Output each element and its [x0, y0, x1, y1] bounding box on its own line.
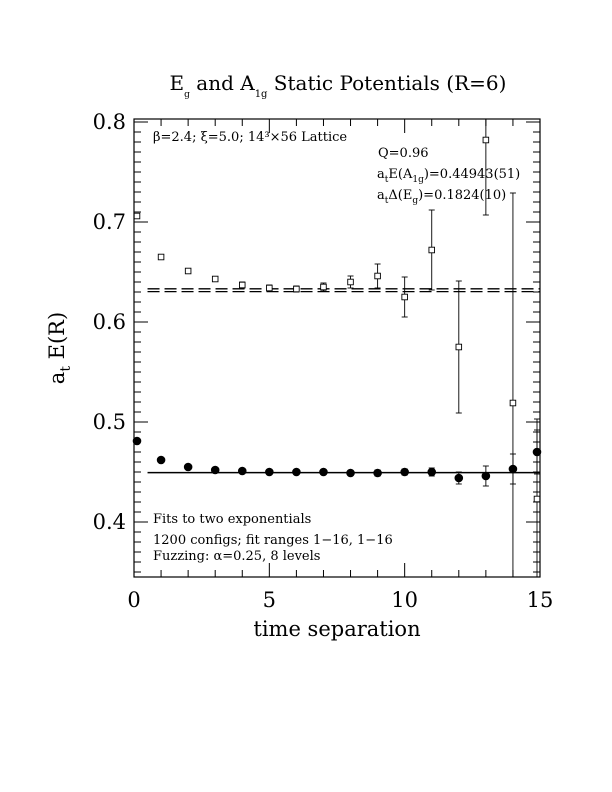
x-tick-label: 15: [527, 588, 554, 612]
a1g-point: [237, 466, 247, 476]
eg-point: [320, 283, 327, 291]
eg-point: [509, 399, 517, 407]
eg-point: [293, 285, 300, 293]
chart-title: Eg and A1g Static Potentials (R=6): [170, 71, 507, 100]
eg-point: [266, 284, 273, 292]
a1g-point: [265, 467, 274, 477]
y-tick-label: 0.6: [93, 310, 126, 334]
fuzzing-info: Fuzzing: α=0.25, 8 levels: [153, 549, 320, 564]
lattice-params: β=2.4; ξ=5.0; 14³×56 Lattice: [153, 130, 347, 145]
plot-frame: [133, 118, 541, 578]
fit-configs: 1200 configs; fit ranges 1−16, 1−16: [153, 533, 393, 548]
a1g-point: [183, 462, 193, 472]
fit-lines: [147, 288, 540, 474]
a1g-point: [373, 468, 382, 478]
a1g-point: [454, 473, 464, 483]
a1g-point: [481, 471, 491, 481]
a1g-point: [292, 467, 301, 477]
a1g-point: [346, 468, 355, 478]
eg-point: [482, 136, 490, 144]
a1g-energy-result: atE(A1g)=0.44943(51): [377, 167, 520, 185]
q-value: Q=0.96: [378, 146, 429, 161]
data-points: [132, 119, 542, 577]
eg-point: [347, 278, 354, 286]
eg-point: [401, 293, 408, 301]
x-tick-labels: 0 5 10 15: [127, 588, 553, 612]
y-axis-label: at E(R): [45, 312, 74, 384]
a1g-point: [319, 467, 328, 477]
y-tick-label: 0.7: [93, 210, 126, 234]
a1g-point: [427, 467, 437, 477]
a1g-point: [400, 467, 409, 477]
x-tick-label: 10: [391, 588, 418, 612]
x-tick-label: 0: [127, 588, 140, 612]
fit-description: Fits to two exponentials: [153, 512, 311, 527]
y-tick-label: 0.5: [93, 410, 126, 434]
x-axis-label: time separation: [253, 617, 420, 641]
a1g-point: [532, 447, 542, 457]
eg-point: [157, 253, 165, 261]
eg-point: [184, 267, 192, 275]
eg-point: [374, 272, 381, 280]
a1g-point: [508, 464, 518, 474]
axis-ticks: [133, 119, 541, 577]
eg-point: [428, 246, 435, 254]
eg-point: [133, 212, 141, 220]
y-tick-label: 0.8: [93, 110, 126, 134]
a1g-point: [156, 455, 166, 465]
eg-point: [211, 275, 219, 283]
y-tick-labels: 0.4 0.5 0.6 0.7 0.8: [93, 110, 126, 534]
eg-point: [455, 343, 463, 351]
y-tick-label: 0.4: [93, 510, 126, 534]
eg-gap-result: atΔ(Eg)=0.1824(10): [377, 188, 506, 206]
x-tick-label: 5: [263, 588, 276, 612]
eg-point: [533, 495, 541, 503]
a1g-point: [210, 465, 220, 475]
a1g-point: [132, 436, 142, 446]
eg-point: [239, 281, 246, 289]
